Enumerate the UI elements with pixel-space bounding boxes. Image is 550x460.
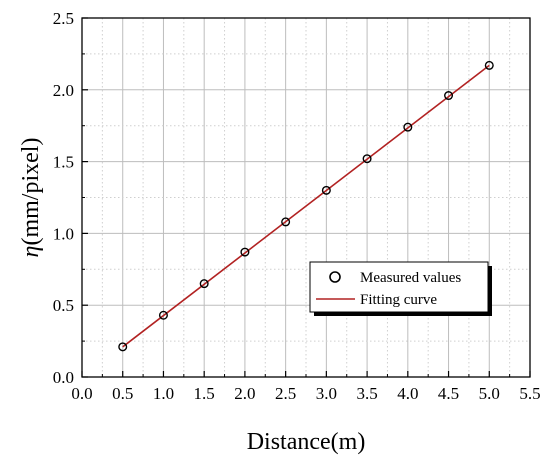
y-tick-label: 0.5: [53, 296, 74, 315]
legend-marker-measured: [329, 271, 341, 283]
data-point: [484, 60, 494, 70]
data-point: [281, 217, 291, 227]
data-point: [199, 279, 209, 289]
series-group: [118, 60, 494, 352]
y-tick-label: 1.5: [53, 153, 74, 172]
data-point: [444, 91, 454, 101]
x-tick-label: 3.5: [356, 384, 377, 403]
y-tick-label: 2.0: [53, 81, 74, 100]
x-tick-label: 1.5: [194, 384, 215, 403]
data-point: [403, 122, 413, 132]
data-point: [362, 154, 372, 164]
x-tick-label: 0.5: [112, 384, 133, 403]
x-tick-label: 1.0: [153, 384, 174, 403]
tick-labels: 0.0 0.5 1.0 1.5 2.0 2.5 3.0 3.5 4.0 4.5 5.0 5.5 0.0 0…: [53, 9, 541, 403]
legend-box: [309, 261, 489, 313]
x-tick-label: 5.5: [519, 384, 540, 403]
legend: Measured values Fitting curve: [309, 261, 492, 316]
data-point: [158, 310, 168, 320]
data-point: [321, 185, 331, 195]
y-tick-label: 1.0: [53, 224, 74, 243]
x-axis-title: Distance(m): [247, 429, 366, 455]
legend-label-measured: Measured values: [360, 270, 461, 286]
grid: [82, 18, 530, 377]
fitting-curve: [122, 64, 490, 348]
y-tick-label: 2.5: [53, 9, 74, 28]
data-point: [118, 342, 128, 352]
x-tick-label: 3.0: [316, 384, 337, 403]
y-tick-label: 0.0: [53, 368, 74, 387]
y-axis-symbol: η: [18, 246, 44, 258]
data-point: [240, 247, 250, 257]
x-tick-label: 2.5: [275, 384, 296, 403]
legend-label-fitting: Fitting curve: [360, 292, 437, 308]
y-axis-unit: (mm/pixel): [18, 138, 44, 246]
x-tick-label: 5.0: [479, 384, 500, 403]
y-axis-title: η(mm/pixel): [18, 138, 44, 258]
x-tick-label: 4.5: [438, 384, 459, 403]
x-tick-label: 0.0: [71, 384, 92, 403]
plot-frame: [81, 17, 531, 378]
x-tick-label: 4.0: [397, 384, 418, 403]
x-tick-label: 2.0: [234, 384, 255, 403]
